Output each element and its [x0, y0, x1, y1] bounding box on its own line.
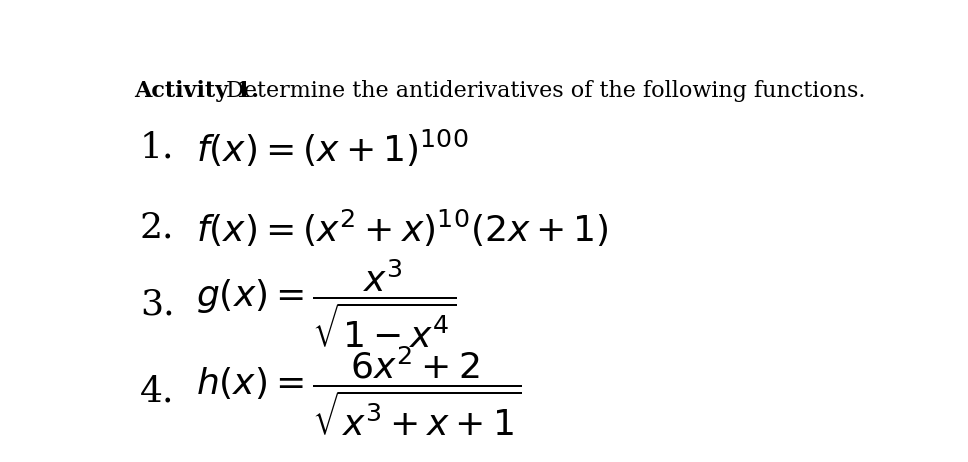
Text: 4.: 4.	[139, 375, 174, 408]
Text: $f(x) = (x+1)^{100}$: $f(x) = (x+1)^{100}$	[196, 128, 469, 169]
Text: 2.: 2.	[139, 211, 174, 245]
Text: 3.: 3.	[139, 287, 174, 322]
Text: Activity 1.: Activity 1.	[135, 80, 259, 103]
Text: $h(x) = \dfrac{6x^2+2}{\sqrt{x^3+x+1}}$: $h(x) = \dfrac{6x^2+2}{\sqrt{x^3+x+1}}$	[196, 345, 522, 439]
Text: Determine the antiderivatives of the following functions.: Determine the antiderivatives of the fol…	[220, 80, 865, 103]
Text: 1.: 1.	[139, 131, 174, 165]
Text: $g(x) = \dfrac{x^3}{\sqrt{1-x^4}}$: $g(x) = \dfrac{x^3}{\sqrt{1-x^4}}$	[196, 258, 456, 351]
Text: $f(x) = (x^2+x)^{10}(2x+1)$: $f(x) = (x^2+x)^{10}(2x+1)$	[196, 207, 609, 249]
